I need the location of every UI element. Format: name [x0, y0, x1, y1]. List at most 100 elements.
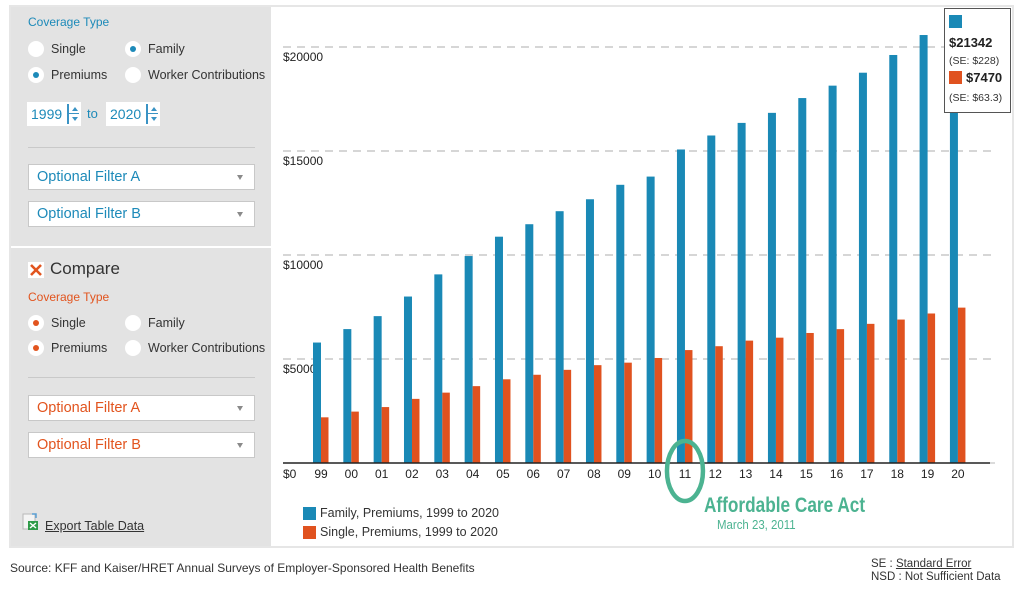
- spinner-divider: [148, 113, 158, 114]
- compare-title: Compare: [50, 259, 120, 278]
- bar-single-13: [745, 340, 754, 463]
- y-tick-label: $10000: [283, 258, 323, 272]
- bar-family-13: [737, 122, 746, 463]
- bar-family-18: [889, 54, 898, 463]
- bar-single-11: [684, 350, 693, 463]
- x-tick-label: 09: [618, 467, 632, 481]
- radio-worker-contributions-label[interactable]: Worker Contributions: [148, 68, 266, 82]
- compare-radio-single-label[interactable]: Single: [51, 316, 86, 330]
- standard-error-link[interactable]: Standard Error: [895, 558, 972, 570]
- nsd-separator: :: [895, 571, 905, 583]
- spreadsheet-icon[interactable]: [22, 513, 40, 531]
- section-divider: [28, 147, 255, 148]
- bar-single-12: [715, 346, 723, 463]
- x-tick-label: 05: [496, 467, 510, 481]
- year-to-value[interactable]: 2020: [110, 106, 142, 122]
- annotation-highlight-ellipse: [664, 438, 706, 504]
- bar-family-02: [403, 296, 412, 463]
- optional-filter-b-dropdown[interactable]: Optional Filter B: [28, 201, 255, 227]
- radio-family[interactable]: [125, 41, 141, 57]
- bar-single-08: [593, 365, 602, 463]
- radio-family-label[interactable]: Family: [148, 42, 185, 56]
- year-from-stepper[interactable]: 1999: [27, 102, 81, 126]
- bar-family-14: [767, 112, 776, 464]
- x-tick-label: 01: [375, 467, 389, 481]
- x-tick-label: 08: [587, 467, 601, 481]
- chevron-up-icon[interactable]: [151, 107, 157, 111]
- compare-radio-single[interactable]: [28, 315, 44, 331]
- se-legend: SE : Standard Error: [871, 558, 971, 570]
- legend-swatch-single: [303, 526, 316, 539]
- bar-single-16: [836, 329, 845, 463]
- caret-down-icon: [237, 406, 243, 411]
- x-tick-label: 06: [527, 467, 541, 481]
- compare-radio-premiums[interactable]: [28, 340, 44, 356]
- annotation-title: Affordable Care Act: [704, 494, 866, 517]
- section-divider: [28, 377, 255, 378]
- chevron-down-icon[interactable]: [72, 117, 78, 121]
- year-from-value[interactable]: 1999: [31, 106, 63, 122]
- compare-radio-worker-contributions[interactable]: [125, 340, 141, 356]
- bar-single-00: [351, 411, 359, 463]
- bar-family-12: [707, 135, 716, 463]
- caret-down-icon: [237, 212, 243, 217]
- compare-coverage-type-heading: Coverage Type: [28, 290, 110, 304]
- bar-family-00: [343, 329, 352, 463]
- compare-radio-family[interactable]: [125, 315, 141, 331]
- compare-optional-filter-b-dropdown[interactable]: Optional Filter B: [28, 432, 255, 458]
- radio-single[interactable]: [28, 41, 44, 57]
- bar-family-04: [464, 256, 473, 463]
- spinner-divider: [69, 113, 79, 114]
- se-separator: :: [886, 558, 896, 570]
- y-tick-label: $5000: [283, 362, 317, 376]
- radio-worker-contributions[interactable]: [125, 67, 141, 83]
- x-tick-label: 04: [466, 467, 480, 481]
- compare-radio-premiums-label[interactable]: Premiums: [51, 341, 108, 355]
- radio-premiums[interactable]: [28, 67, 44, 83]
- tooltip-swatch-single: [949, 71, 962, 84]
- compare-radio-worker-contributions-label[interactable]: Worker Contributions: [148, 341, 266, 355]
- x-tick-label: 12: [709, 467, 723, 481]
- x-tick-label: 13: [739, 467, 753, 481]
- year-to-spinner[interactable]: [146, 104, 160, 124]
- bar-single-99: [321, 417, 329, 463]
- compare-optional-filter-a-dropdown[interactable]: Optional Filter A: [28, 395, 255, 421]
- bar-single-03: [442, 392, 450, 463]
- x-tick-label: 99: [314, 467, 328, 481]
- x-tick-label: 17: [860, 467, 874, 481]
- legend-swatch-family: [303, 507, 316, 520]
- year-from-spinner[interactable]: [67, 104, 81, 124]
- export-table-data-link[interactable]: Export Table Data: [45, 519, 145, 533]
- bar-single-05: [502, 379, 511, 463]
- x-tick-label: 16: [830, 467, 844, 481]
- radio-single-label[interactable]: Single: [51, 42, 86, 56]
- chevron-down-icon[interactable]: [151, 117, 157, 121]
- radio-dot: [33, 72, 39, 78]
- source-note: Source: KFF and Kaiser/HRET Annual Surve…: [10, 561, 475, 575]
- close-icon[interactable]: [28, 262, 44, 278]
- nsd-abbr: NSD: [871, 571, 896, 583]
- se-abbr: SE: [871, 558, 887, 570]
- bar-single-15: [806, 332, 814, 463]
- x-tick-label: 00: [345, 467, 359, 481]
- bar-single-04: [472, 386, 481, 463]
- bar-family-19: [919, 35, 928, 464]
- bar-single-18: [897, 319, 905, 463]
- tooltip-swatch-family: [949, 15, 962, 28]
- bar-single-17: [866, 323, 875, 463]
- compare-radio-family-label[interactable]: Family: [148, 316, 185, 330]
- bar-family-05: [494, 236, 503, 463]
- bar-chart: $0 $5000 $10000 $15000 $20000 99 00 01 02 03 04 05 0…: [283, 19, 995, 504]
- year-to-stepper[interactable]: 2020: [106, 102, 160, 126]
- caret-down-icon: [237, 175, 243, 180]
- x-tick-label: 03: [436, 467, 450, 481]
- legend-label-family: Family, Premiums, 1999 to 2020: [320, 506, 500, 520]
- annotation-date: March 23, 2011: [717, 517, 796, 532]
- radio-premiums-label[interactable]: Premiums: [51, 68, 108, 82]
- chevron-up-icon[interactable]: [72, 107, 78, 111]
- optional-filter-a-dropdown[interactable]: Optional Filter A: [28, 164, 255, 190]
- close-compare-button[interactable]: [28, 262, 44, 278]
- y-tick-label: $15000: [283, 154, 323, 168]
- bar-single-06: [533, 374, 541, 463]
- bar-family-09: [616, 184, 625, 464]
